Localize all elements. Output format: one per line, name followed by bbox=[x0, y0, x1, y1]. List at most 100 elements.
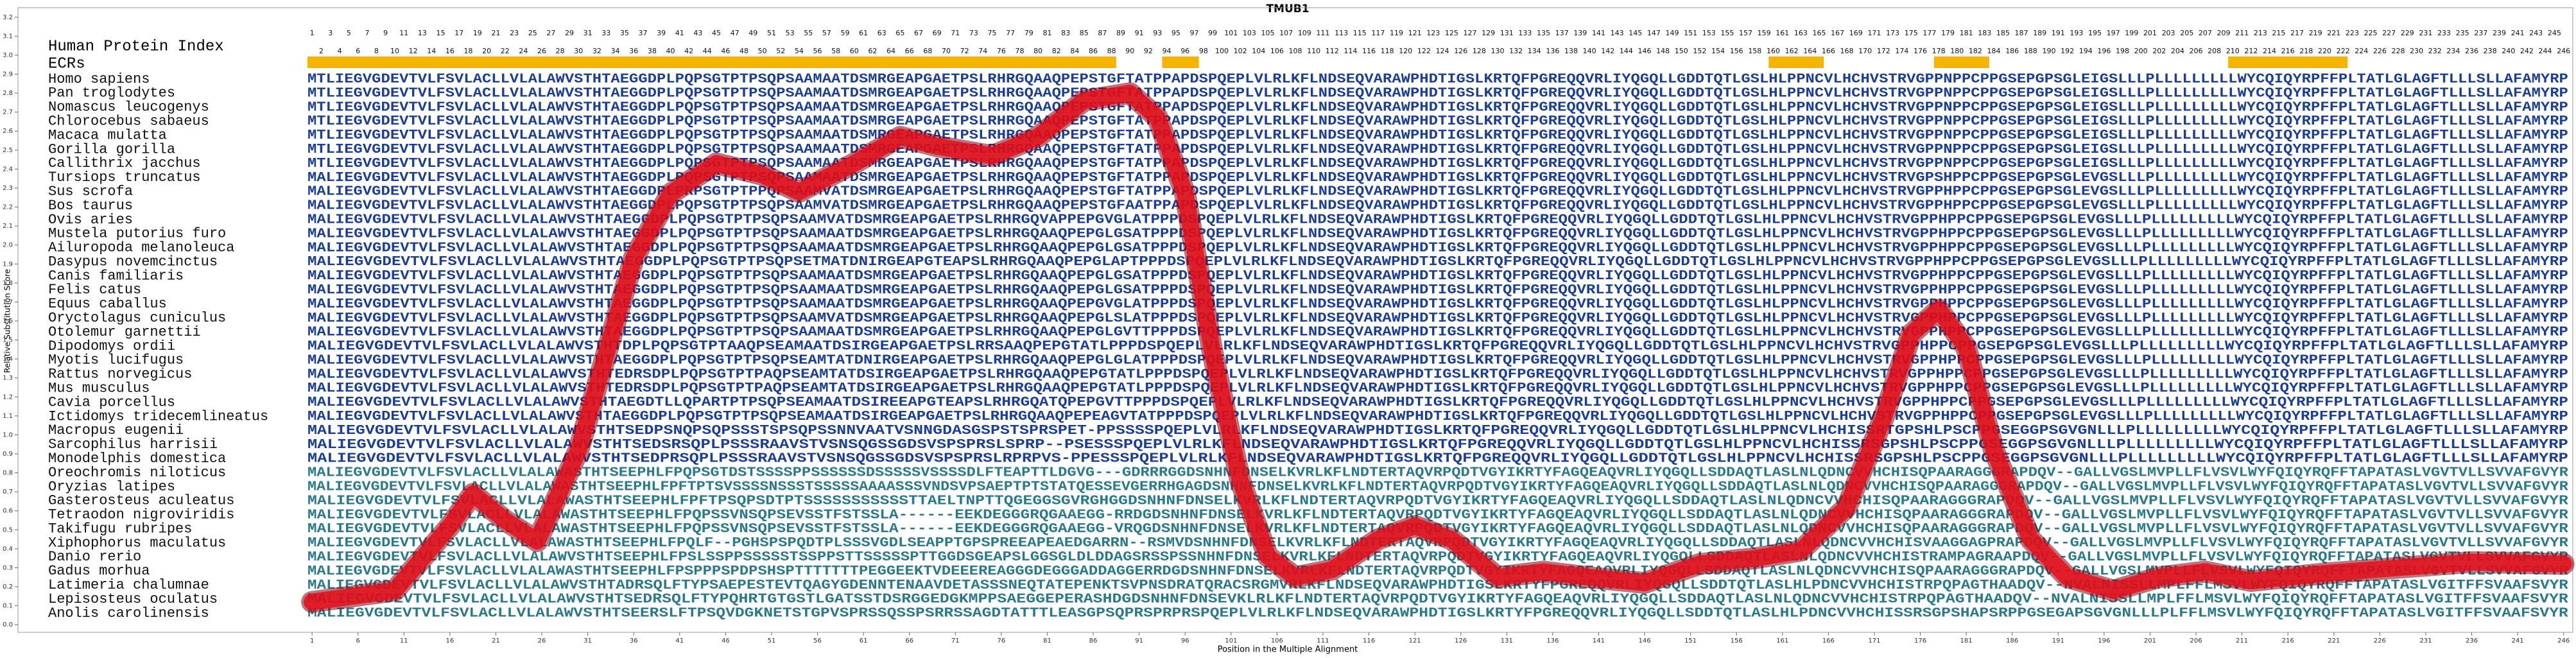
index-number: 192 bbox=[2061, 47, 2074, 55]
index-number: 15 bbox=[437, 29, 445, 37]
sequence: MALIEGVGDEVTVLFSVLACLLVLALAWVSTHTEDRSDPL… bbox=[307, 367, 2568, 382]
index-number: 234 bbox=[2446, 47, 2460, 55]
index-number: 193 bbox=[2070, 29, 2083, 37]
index-number: 182 bbox=[1969, 47, 1982, 55]
sequence: MTLIEGVGDEVTVLFSVLACLLVLALAWVSTHTAEGGDPL… bbox=[307, 157, 2568, 171]
index-number: 204 bbox=[2171, 47, 2184, 55]
index-number: 96 bbox=[1180, 47, 1189, 55]
index-number: 148 bbox=[1656, 47, 1670, 55]
index-number: 79 bbox=[1024, 29, 1033, 37]
index-number: 54 bbox=[795, 47, 804, 55]
index-number: 199 bbox=[2125, 29, 2138, 37]
x-tick-label: 11 bbox=[400, 637, 408, 645]
y-tick-label: 0.4 bbox=[3, 546, 13, 553]
index-number: 202 bbox=[2152, 47, 2166, 55]
species-name: Gasterosteus aculeatus bbox=[48, 493, 234, 509]
index-number: 201 bbox=[2143, 29, 2157, 37]
index-number: 94 bbox=[1163, 47, 1171, 55]
index-number: 146 bbox=[1638, 47, 1652, 55]
index-number: 124 bbox=[1436, 47, 1449, 55]
index-number: 162 bbox=[1785, 47, 1799, 55]
x-tick-label: 196 bbox=[2098, 637, 2110, 645]
index-number: 6 bbox=[356, 47, 360, 55]
index-number: 125 bbox=[1445, 29, 1458, 37]
index-number: 56 bbox=[813, 47, 822, 55]
index-number: 205 bbox=[2180, 29, 2193, 37]
sequence: MALIEGVGDEVTVLFSVLACLLVLALAWVSTHTAEGGDPL… bbox=[307, 410, 2568, 424]
index-number: 19 bbox=[473, 29, 482, 37]
index-number: 226 bbox=[2373, 47, 2387, 55]
index-number: 60 bbox=[850, 47, 859, 55]
index-number: 22 bbox=[501, 47, 510, 55]
x-tick-label: 201 bbox=[2144, 637, 2156, 645]
sequence: MALIEGVGDEVTVLFSVLACLLVLALAWASTHTSEEPHLF… bbox=[307, 494, 2568, 508]
index-number: 171 bbox=[1867, 29, 1881, 37]
index-number: 131 bbox=[1500, 29, 1514, 37]
index-number: 233 bbox=[2437, 29, 2451, 37]
species-name: Mus musculus bbox=[48, 380, 150, 396]
index-number: 50 bbox=[758, 47, 767, 55]
sequence: MALIEGVGDEVTVLFSVLACLLVLALAWVSTHTAEGGDPL… bbox=[307, 241, 2568, 255]
x-tick-label: 206 bbox=[2190, 637, 2202, 645]
x-tick-label: 86 bbox=[1089, 637, 1098, 645]
x-tick-label: 1 bbox=[310, 637, 314, 645]
index-number: 244 bbox=[2539, 47, 2552, 55]
index-number: 143 bbox=[1611, 29, 1624, 37]
index-number: 141 bbox=[1592, 29, 1605, 37]
y-tick-label: 2.3 bbox=[3, 185, 13, 192]
species-name: Mustela putorius furo bbox=[48, 226, 226, 242]
x-tick-label: 216 bbox=[2282, 637, 2294, 645]
x-axis-label: Position in the Multiple Alignment bbox=[1218, 645, 1358, 655]
species-name: Otolemur garnettii bbox=[48, 324, 201, 340]
index-number: 89 bbox=[1116, 29, 1125, 37]
y-tick-label: 0.3 bbox=[3, 564, 13, 571]
index-number: 178 bbox=[1932, 47, 1946, 55]
index-number: 197 bbox=[2107, 29, 2120, 37]
sequence: MALIEGVGDEVTVLFSVLACLLVLALAWVSTHTSEERSLF… bbox=[307, 607, 2568, 621]
x-tick-label: 166 bbox=[1822, 637, 1835, 645]
index-number: 84 bbox=[1070, 47, 1079, 55]
index-number: 59 bbox=[840, 29, 849, 37]
index-number: 177 bbox=[1923, 29, 1936, 37]
index-number: 136 bbox=[1546, 47, 1559, 55]
index-number: 111 bbox=[1316, 29, 1329, 37]
index-number: 222 bbox=[2337, 47, 2350, 55]
index-number: 183 bbox=[1978, 29, 1991, 37]
species-name: Nomascus leucogenys bbox=[48, 100, 209, 116]
index-number: 52 bbox=[776, 47, 785, 55]
index-number: 20 bbox=[482, 47, 491, 55]
x-tick-label: 126 bbox=[1455, 637, 1467, 645]
index-number: 2 bbox=[319, 47, 324, 55]
species-name: Oryctolagus cuniculus bbox=[48, 310, 226, 326]
ecr-bar bbox=[1934, 56, 1989, 68]
ecr-bar bbox=[1162, 56, 1199, 68]
y-tick-label: 2.8 bbox=[3, 90, 13, 97]
ecr-label: ECRs bbox=[48, 55, 85, 73]
index-number: 188 bbox=[2024, 47, 2037, 55]
index-number: 155 bbox=[1720, 29, 1734, 37]
index-number: 129 bbox=[1482, 29, 1495, 37]
index-number: 72 bbox=[960, 47, 969, 55]
y-tick-label: 0.9 bbox=[3, 451, 13, 458]
species-name: Lepisosteus oculatus bbox=[48, 591, 218, 607]
index-number: 235 bbox=[2456, 29, 2469, 37]
x-tick-label: 171 bbox=[1868, 637, 1880, 645]
index-number: 242 bbox=[2520, 47, 2534, 55]
ecr-bar bbox=[307, 56, 1116, 68]
index-number: 40 bbox=[666, 47, 675, 55]
index-number: 78 bbox=[1016, 47, 1024, 55]
sequence: MTLIEGVGDEVTVLFSVLACLLVLALAWVSTHTAEGGDPL… bbox=[307, 86, 2568, 101]
index-number: 82 bbox=[1052, 47, 1061, 55]
x-tick-label: 56 bbox=[813, 637, 822, 645]
x-tick-label: 26 bbox=[538, 637, 546, 645]
index-number: 97 bbox=[1190, 29, 1199, 37]
y-tick-label: 1.2 bbox=[3, 394, 13, 401]
index-number: 153 bbox=[1702, 29, 1716, 37]
species-name: Gorilla gorilla bbox=[48, 141, 175, 157]
index-number: 81 bbox=[1042, 29, 1051, 37]
index-number: 214 bbox=[2263, 47, 2276, 55]
sequence: MTLIEGVGDEVTVLFSVLACLLVLALAWVSTHTAEGGDPL… bbox=[307, 73, 2568, 87]
index-number: 163 bbox=[1794, 29, 1808, 37]
index-number: 51 bbox=[767, 29, 776, 37]
